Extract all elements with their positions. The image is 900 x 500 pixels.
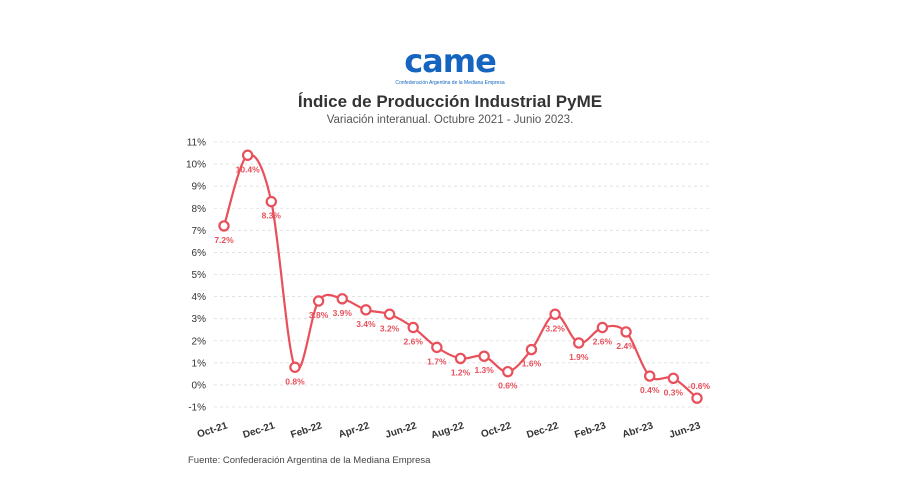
data-label: 0.6% (498, 381, 518, 391)
data-point (644, 370, 656, 382)
chart-title: Índice de Producción Industrial PyME (297, 92, 603, 111)
data-points (218, 149, 703, 404)
data-point (407, 321, 419, 334)
data-label: 2.4% (616, 341, 636, 351)
data-label: 1.7% (427, 356, 447, 366)
data-point (667, 372, 680, 384)
data-label: 1.6% (522, 359, 542, 369)
x-tick-label: Dec-21 (242, 420, 277, 441)
data-label: 7.2% (214, 235, 234, 245)
chart-subtitle: Variación interanual. Octubre 2021 - Jun… (326, 114, 574, 126)
data-label: 1.2% (451, 367, 471, 377)
x-tick-label: Feb-23 (573, 420, 607, 441)
logo-subtitle: Confederación Argentina de la Mediana Em… (395, 80, 505, 86)
x-tick-label: Dec-22 (525, 420, 560, 441)
y-tick-label: 9% (192, 182, 207, 193)
data-labels: 7.2%10.4%8.3%0.8%3.8% 3.9%3.4% 3.2%2.6%1.7… (214, 164, 710, 397)
data-point (312, 295, 325, 307)
y-tick-label: 8% (192, 204, 207, 215)
y-tick-label: -1% (188, 403, 206, 414)
data-point (241, 149, 254, 161)
x-tick-label: Abr-23 (621, 420, 655, 440)
data-label: 0.4% (640, 385, 660, 395)
y-tick-label: 3% (192, 314, 207, 325)
y-tick-label: 4% (192, 292, 207, 303)
y-tick-label: 11% (187, 138, 206, 149)
data-point (431, 341, 443, 354)
y-tick-label: 0% (192, 380, 207, 391)
data-point (573, 337, 585, 349)
x-tick-label: Jun-22 (384, 420, 418, 441)
data-label: 0.3% (664, 387, 684, 397)
data-label: 0.8% (285, 376, 305, 386)
x-tick-label: Feb-22 (289, 420, 323, 441)
data-label: 3.2% (545, 323, 565, 333)
data-point (620, 326, 632, 338)
data-point (454, 352, 467, 365)
data-point (502, 365, 514, 378)
data-label: 1.9% (569, 352, 589, 362)
x-tick-label: Oct-21 (196, 420, 229, 440)
data-point (383, 308, 396, 320)
x-tick-label: Oct-22 (480, 420, 513, 440)
y-tick-label: 5% (192, 270, 207, 281)
data-label: 2.6% (404, 337, 424, 347)
data-label: 3.9% (333, 308, 353, 318)
data-label: 1.3% (474, 365, 494, 375)
data-point (265, 195, 277, 208)
data-point (691, 392, 703, 404)
x-tick-label: Jun-23 (668, 420, 702, 441)
data-label: 2.6% (593, 337, 613, 347)
data-point (218, 220, 230, 232)
y-tick-label: 1% (192, 358, 207, 369)
data-label: 3.2% (380, 323, 400, 333)
y-tick-label: 2% (192, 336, 207, 347)
data-point (596, 321, 609, 334)
y-tick-label: 10% (186, 160, 206, 171)
data-label: 10.4% (236, 164, 261, 174)
x-tick-label: Apr-22 (337, 420, 371, 440)
data-point (289, 361, 301, 373)
logo-wordmark: came (404, 42, 497, 80)
came-logo: came Confederación Argentina de la Media… (395, 42, 505, 92)
data-point (360, 304, 372, 316)
data-label: -0.6% (688, 381, 711, 391)
data-point (336, 293, 348, 305)
data-label: 8.3% (262, 211, 282, 221)
x-tick-label: Aug-22 (430, 420, 466, 441)
data-point (525, 343, 538, 356)
data-label: 3.8% (309, 310, 329, 320)
data-label: 3.4% (356, 319, 376, 329)
data-point (549, 308, 561, 320)
source-note: Fuente: Confederación Argentina de la Me… (188, 455, 431, 466)
x-axis: Oct-21 Dec-21 Feb-22 Apr-22 Jun-22 Aug-22 Oct-… (196, 420, 702, 441)
y-tick-label: 6% (192, 248, 207, 259)
y-tick-label: 7% (192, 226, 207, 237)
data-point (478, 350, 490, 362)
y-axis: 11% 10% 9% 8% 7% 6% 5% 4% 3% 2% 1% 0% -1% (186, 138, 206, 414)
